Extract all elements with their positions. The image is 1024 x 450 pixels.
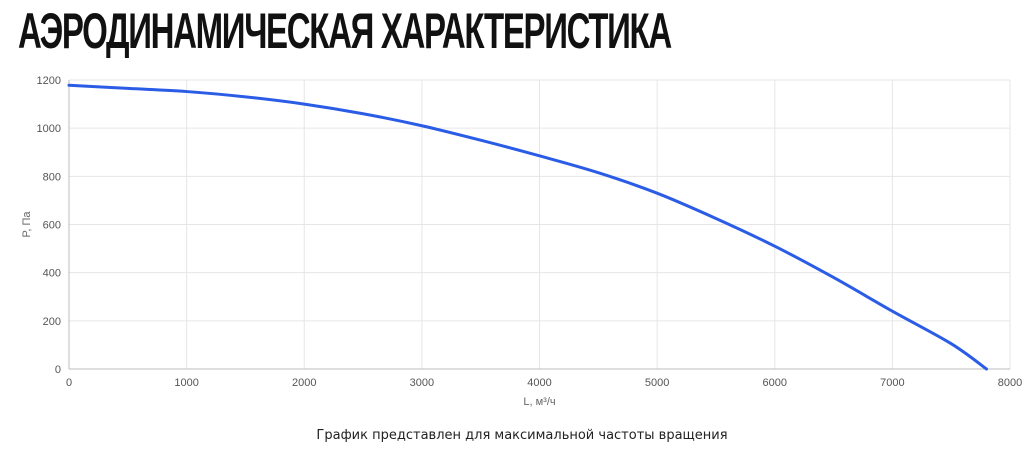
y-tick-label: 800 <box>43 171 61 183</box>
y-tick-label: 0 <box>55 364 61 376</box>
y-tick-label: 600 <box>43 220 61 232</box>
y-tick-label: 1200 <box>37 75 61 87</box>
tick-labels: 0 1000 2000 3000 4000 5000 6000 7000 8000 0 200 400… <box>37 75 1023 389</box>
page-title: АЭРОДИНАМИЧЕСКАЯ ХАРАКТЕРИСТИКА <box>18 3 672 59</box>
footnote: График представлен для максимальной част… <box>316 428 728 443</box>
axes <box>68 80 1010 370</box>
y-tick-label: 400 <box>43 268 61 280</box>
x-tick-label: 2000 <box>292 377 316 389</box>
chart-svg: 0 1000 2000 3000 4000 5000 6000 7000 8000 0 200 400… <box>21 75 1023 408</box>
x-axis-label: L, м³/ч <box>523 396 555 408</box>
x-tick-label: 7000 <box>880 377 904 389</box>
series-line <box>67 83 988 371</box>
x-tick-label: 5000 <box>645 377 669 389</box>
y-tick-label: 1000 <box>37 123 61 135</box>
x-tick-label: 0 <box>66 377 72 389</box>
pressure-flow-chart: 0 1000 2000 3000 4000 5000 6000 7000 8000 0 200 400… <box>0 66 1024 412</box>
series <box>67 83 988 371</box>
x-tick-label: 3000 <box>410 377 434 389</box>
grid <box>69 79 1011 369</box>
y-tick-label: 200 <box>43 316 61 328</box>
x-tick-label: 8000 <box>998 377 1022 389</box>
x-tick-label: 4000 <box>527 377 551 389</box>
x-tick-label: 6000 <box>763 377 787 389</box>
x-tick-label: 1000 <box>174 377 198 389</box>
y-axis-label: P, Па <box>21 211 33 238</box>
